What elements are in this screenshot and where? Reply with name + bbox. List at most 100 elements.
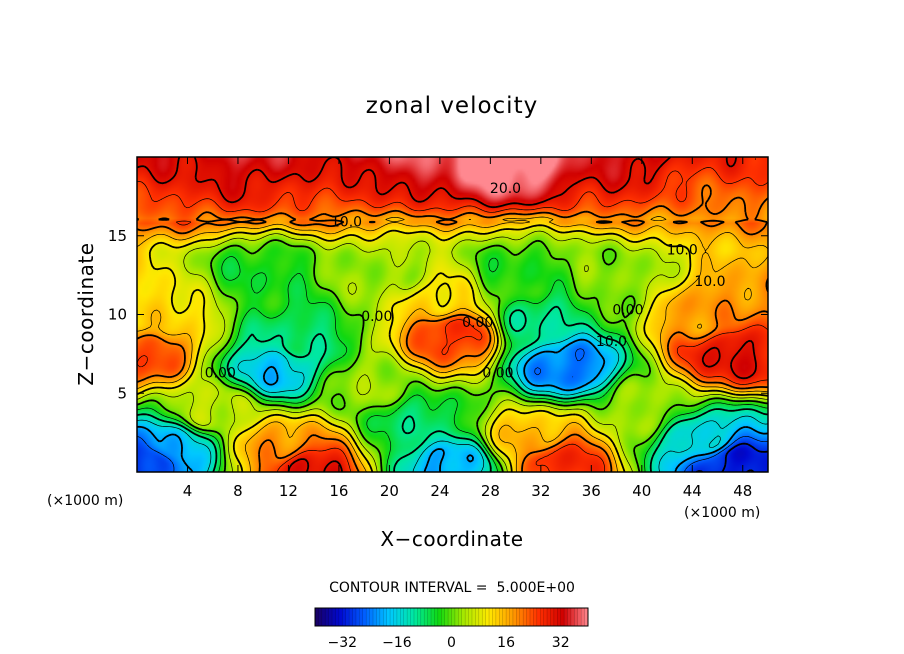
colorbar-swatch [325,608,330,626]
colorbar-swatch [444,608,449,626]
colorbar-swatch [523,608,527,626]
x-tick-label: 28 [481,482,500,500]
x-tick-label: 20 [380,482,399,500]
colorbar-swatch [342,608,347,626]
colorbar-swatch [437,608,442,626]
colorbar-swatch [529,608,534,626]
colorbar-swatch [512,608,517,626]
x-tick-label: 44 [683,482,702,500]
colorbar-swatch [393,608,398,626]
colorbar-swatch [536,608,541,626]
colorbar-swatch [332,608,336,626]
colorbar-swatch [431,608,435,626]
contour-level [137,230,768,472]
contour-level [137,338,768,472]
colorbar-swatch [543,608,548,626]
colorbar-tick-label: 0 [447,635,456,651]
colorbar-swatch [468,608,473,626]
colorbar-swatch [533,608,538,626]
colorbar-swatch [321,608,326,626]
colorbar-swatch [465,608,469,626]
chart-title: zonal velocity [366,93,538,119]
colorbar-swatch [489,608,493,626]
colorbar-swatch [390,608,394,626]
colorbar-swatch [560,608,565,626]
x-unit-left: (×1000 m) [47,493,123,509]
contour-interval-note: CONTOUR INTERVAL = 5.000E+00 [329,580,575,596]
x-tick-label: 4 [183,482,193,500]
colorbar-swatch [383,608,388,626]
contour-level [137,332,768,472]
colorbar-swatch [475,608,480,626]
y-axis-ticks: 5 10 15 [108,227,768,402]
x-unit-right: (×1000 m) [684,505,760,521]
colorbar-swatch [506,608,510,626]
colorbar-swatch [492,608,497,626]
colorbar-swatch [417,608,422,626]
colorbar-swatch [345,608,350,626]
colorbar-swatch [547,608,551,626]
colorbar-swatch [379,608,384,626]
colorbar-tick-label: 32 [552,635,570,651]
colorbar-swatch [485,608,490,626]
x-tick-label: 48 [733,482,752,500]
contour-label: 10.0 [331,214,362,230]
colorbar-swatch [451,608,456,626]
y-tick-label: 5 [117,384,127,402]
contour-label: 0.00 [462,315,493,331]
x-axis-ticks: 4 8 12 16 20 24 28 32 36 40 44 48 [183,157,752,500]
colorbar-swatch [526,608,531,626]
colorbar-swatch [448,608,452,626]
colorbar-swatch [557,608,562,626]
colorbar [314,608,589,626]
contour-level [137,158,768,472]
contour-level [137,239,768,472]
x-tick-label: 8 [233,482,243,500]
x-tick-label: 36 [582,482,601,500]
x-axis-label: X−coordinate [380,527,523,551]
colorbar-swatch [413,608,418,626]
colorbar-swatch [352,608,357,626]
colorbar-swatch [338,608,343,626]
contour-label: 0.00 [612,303,643,319]
y-tick-label: 10 [108,306,127,324]
x-tick-label: 32 [531,482,550,500]
y-axis-label: Z−coordinate [74,242,98,385]
colorbar-swatch [396,608,401,626]
contour-level [137,184,768,472]
colorbar-swatch [482,608,487,626]
x-tick-label: 12 [279,482,298,500]
colorbar-swatch [553,608,558,626]
colorbar-swatch [369,608,374,626]
colorbar-swatch [410,608,415,626]
x-tick-label: 40 [632,482,651,500]
contour-label: 10.0 [596,334,627,350]
colorbar-swatch [499,608,504,626]
colorbar-swatch [550,608,555,626]
colorbar-swatch [577,608,582,626]
colorbar-swatch [516,608,521,626]
colorbar-swatch [434,608,439,626]
contour-lines [137,157,768,472]
contour-level [137,224,768,472]
colorbar-swatch [519,608,524,626]
colorbar-swatch [567,608,572,626]
contour-label: 0.00 [361,309,392,325]
colorbar-frame [314,607,589,627]
contour-label: 10.0 [667,243,698,259]
colorbar-swatch [349,608,353,626]
contour-label: 10.0 [694,274,725,290]
contour-level [137,348,768,472]
colorbar-swatch [564,608,568,626]
x-tick-label: 16 [329,482,348,500]
colorbar-swatch [407,608,411,626]
colorbar-swatch [335,608,340,626]
contour-label: 20.0 [490,181,521,197]
colorbar-swatch [386,608,391,626]
colorbar-swatch [495,608,500,626]
colorbar-tick-label: −16 [382,635,412,651]
colorbar-swatch [376,608,381,626]
x-tick-label: 24 [430,482,449,500]
contour-level [137,305,768,472]
